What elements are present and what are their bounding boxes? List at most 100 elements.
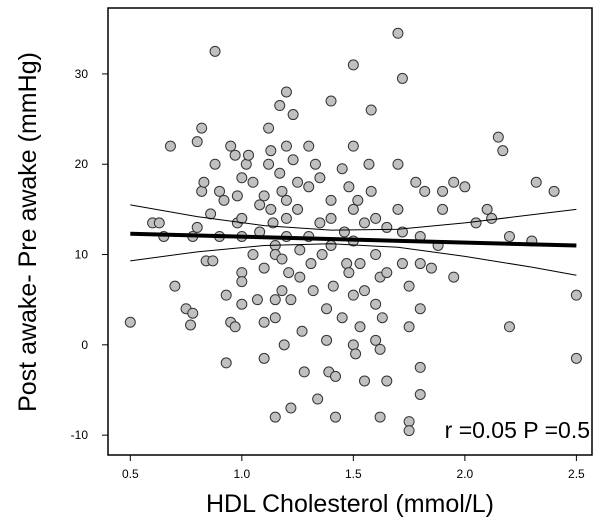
point — [325, 212, 337, 224]
point — [358, 217, 370, 229]
annotation: r =0.05 P =0.5 — [445, 417, 590, 443]
point — [164, 140, 176, 152]
point — [243, 149, 255, 161]
point — [410, 176, 422, 188]
point — [236, 172, 248, 184]
point — [321, 303, 333, 315]
point — [258, 262, 270, 274]
point — [198, 176, 210, 188]
point — [280, 194, 292, 206]
point — [414, 388, 426, 400]
point — [191, 221, 203, 233]
point — [276, 253, 288, 265]
x-tick-label: 1.0 — [233, 467, 250, 481]
point — [570, 352, 582, 364]
point — [265, 145, 277, 157]
point — [274, 100, 286, 112]
point — [269, 312, 281, 324]
point — [330, 370, 342, 382]
point — [287, 109, 299, 121]
y-tick-label: 0 — [81, 338, 88, 352]
point — [381, 375, 393, 387]
point — [309, 158, 321, 170]
point — [185, 319, 197, 331]
point — [205, 208, 217, 220]
x-tick-label: 2.5 — [568, 467, 585, 481]
point — [470, 217, 482, 229]
fit-line — [130, 204, 577, 231]
point — [207, 255, 219, 267]
point — [437, 185, 449, 197]
point — [403, 280, 415, 292]
point — [570, 289, 582, 301]
point — [247, 176, 259, 188]
point — [325, 239, 337, 251]
point — [347, 339, 359, 351]
point — [350, 348, 362, 360]
point — [327, 280, 339, 292]
point — [370, 249, 382, 261]
point — [209, 45, 221, 57]
point — [307, 285, 319, 297]
y-tick-label: 30 — [75, 67, 89, 81]
point — [294, 271, 306, 283]
point — [294, 244, 306, 256]
point — [354, 258, 366, 270]
point — [376, 312, 388, 324]
point — [274, 167, 286, 179]
point — [236, 267, 248, 279]
point — [236, 298, 248, 310]
point — [481, 203, 493, 215]
point — [374, 343, 386, 355]
point — [312, 393, 324, 405]
point — [503, 321, 515, 333]
point — [280, 140, 292, 152]
point — [278, 339, 290, 351]
point — [269, 411, 281, 423]
fit-line — [130, 243, 577, 276]
point — [486, 212, 498, 224]
point — [229, 321, 241, 333]
point — [220, 357, 232, 369]
point — [231, 190, 243, 202]
point — [392, 203, 404, 215]
point — [303, 181, 315, 193]
point — [330, 411, 342, 423]
point — [292, 176, 304, 188]
point — [414, 258, 426, 270]
point — [218, 194, 230, 206]
point — [403, 416, 415, 428]
point — [220, 289, 232, 301]
point — [503, 230, 515, 242]
point — [347, 203, 359, 215]
point — [459, 181, 471, 193]
point — [196, 122, 208, 134]
y-tick-label: 10 — [75, 248, 89, 262]
point — [247, 249, 259, 261]
point — [267, 217, 279, 229]
point — [419, 185, 431, 197]
point — [336, 312, 348, 324]
point — [325, 194, 337, 206]
point — [269, 294, 281, 306]
y-tick-label: 20 — [75, 157, 89, 171]
point — [358, 285, 370, 297]
point — [280, 86, 292, 98]
plot-frame — [107, 7, 593, 456]
point — [437, 203, 449, 215]
point — [396, 72, 408, 84]
point — [280, 212, 292, 224]
point — [403, 425, 415, 437]
point — [347, 59, 359, 71]
point — [347, 140, 359, 152]
point — [283, 267, 295, 279]
point — [191, 136, 203, 148]
point — [354, 321, 366, 333]
point — [363, 158, 375, 170]
point — [251, 294, 263, 306]
point — [403, 321, 415, 333]
point — [236, 212, 248, 224]
point — [425, 262, 437, 274]
point — [153, 217, 165, 229]
